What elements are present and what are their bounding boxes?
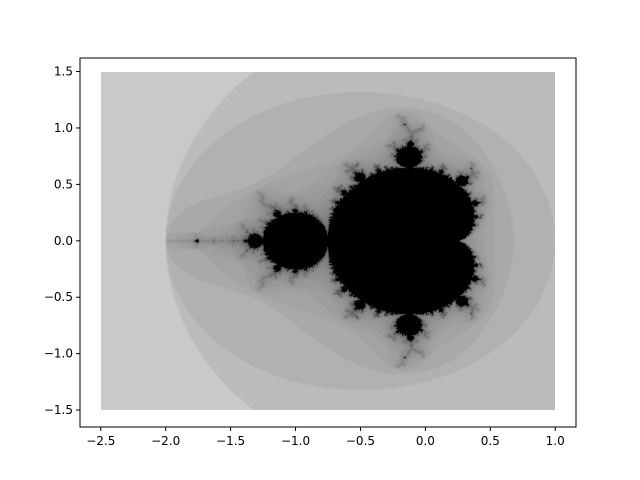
y-tick-label: 0.5 bbox=[54, 177, 73, 191]
y-tick-label: 0.0 bbox=[54, 234, 73, 248]
x-tick-label: 0.5 bbox=[481, 434, 500, 448]
y-axis: −1.5 −1.0 −0.5 0.0 0.5 1.0 1.5 bbox=[44, 65, 80, 417]
y-tick-label: 1.0 bbox=[54, 121, 73, 135]
x-tick-label: −2.5 bbox=[86, 434, 115, 448]
x-axis: −2.5 −2.0 −1.5 −1.0 −0.5 0.0 0.5 1.0 bbox=[86, 427, 565, 448]
x-tick-label: 1.0 bbox=[546, 434, 565, 448]
mandelbrot-heatmap bbox=[101, 72, 555, 410]
x-tick-label: −2.0 bbox=[151, 434, 180, 448]
axes-frame bbox=[79, 57, 577, 428]
y-tick-label: −1.0 bbox=[44, 347, 73, 361]
x-tick-label: −1.0 bbox=[281, 434, 310, 448]
x-tick-label: −1.5 bbox=[216, 434, 245, 448]
plot-area bbox=[79, 57, 577, 428]
x-tick-label: −0.5 bbox=[346, 434, 375, 448]
y-tick-label: −1.5 bbox=[44, 403, 73, 417]
y-tick-label: 1.5 bbox=[54, 65, 73, 79]
y-tick-label: −0.5 bbox=[44, 290, 73, 304]
x-tick-label: 0.0 bbox=[416, 434, 435, 448]
